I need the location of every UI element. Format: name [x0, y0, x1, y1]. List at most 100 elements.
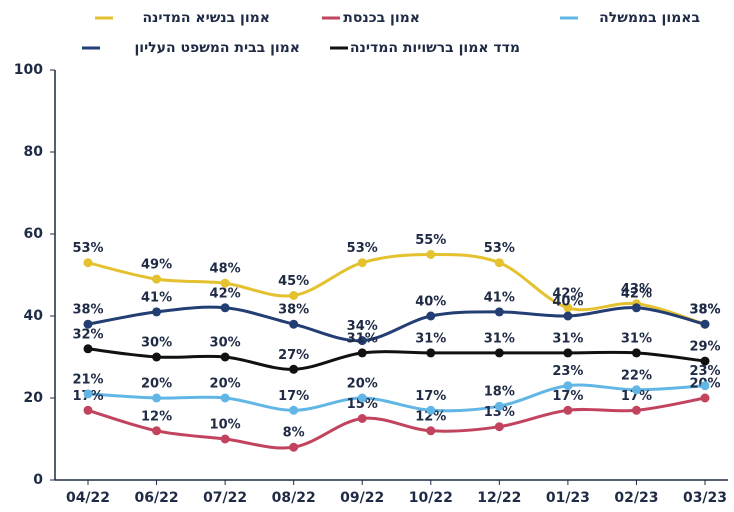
- data-label: 55%: [415, 233, 446, 248]
- data-point: [563, 303, 573, 313]
- data-point: [83, 344, 93, 354]
- data-label: 53%: [484, 241, 515, 256]
- data-point: [220, 352, 230, 362]
- data-point: [152, 274, 162, 284]
- y-tick-label: 80: [24, 144, 44, 160]
- data-point: [563, 311, 573, 321]
- series-line: [87, 305, 706, 343]
- data-point: [563, 405, 573, 415]
- data-label: 53%: [347, 241, 378, 256]
- data-point: [631, 348, 641, 358]
- data-point: [357, 393, 367, 403]
- data-label: 38%: [689, 303, 720, 318]
- x-tick-label: 10/22: [409, 490, 453, 506]
- data-point: [83, 319, 93, 329]
- data-label: 20%: [210, 377, 241, 392]
- data-point: [289, 442, 299, 452]
- series-line: [87, 252, 706, 326]
- data-label: 48%: [210, 262, 241, 277]
- data-point: [700, 381, 710, 391]
- data-label: 17%: [552, 389, 583, 404]
- series-line: [87, 396, 706, 450]
- data-label: 41%: [141, 290, 172, 305]
- data-point: [426, 311, 436, 321]
- data-point: [700, 319, 710, 329]
- data-label: 18%: [484, 385, 515, 400]
- data-point: [357, 348, 367, 358]
- x-tick-label: 01/23: [546, 490, 590, 506]
- data-point: [494, 422, 504, 432]
- data-point: [494, 348, 504, 358]
- data-label: 34%: [347, 319, 378, 334]
- x-tick-label: 04/22: [66, 490, 110, 506]
- data-label: 32%: [72, 327, 103, 342]
- data-point: [152, 393, 162, 403]
- x-tick-label: 07/22: [203, 490, 247, 506]
- data-label: 23%: [552, 364, 583, 379]
- data-label: 23%: [689, 364, 720, 379]
- data-point: [152, 426, 162, 436]
- data-label: 10%: [210, 418, 241, 433]
- data-label: 41%: [484, 290, 515, 305]
- legend-label: אמון בבית המשפט העליון: [134, 40, 300, 56]
- data-point: [220, 393, 230, 403]
- data-point: [83, 258, 93, 268]
- data-point: [289, 319, 299, 329]
- data-point: [83, 405, 93, 415]
- data-label: 31%: [552, 331, 583, 346]
- data-label: 20%: [141, 377, 172, 392]
- data-point: [631, 405, 641, 415]
- x-tick-label: 02/23: [614, 490, 658, 506]
- data-label: 22%: [621, 368, 652, 383]
- data-point: [700, 393, 710, 403]
- data-point: [357, 336, 367, 346]
- data-point: [289, 291, 299, 300]
- data-label: 17%: [415, 389, 446, 404]
- data-point: [494, 401, 504, 411]
- data-point: [494, 307, 504, 317]
- y-tick-label: 100: [14, 62, 43, 78]
- data-point: [152, 307, 162, 317]
- data-point: [631, 385, 641, 395]
- data-point: [357, 414, 367, 423]
- data-label: 31%: [484, 331, 515, 346]
- data-label: 20%: [347, 377, 378, 392]
- data-point: [357, 258, 367, 268]
- data-point: [494, 258, 504, 268]
- data-point: [426, 250, 436, 259]
- data-label: 42%: [621, 286, 652, 301]
- y-tick-label: 40: [24, 308, 44, 324]
- data-label: 13%: [484, 405, 515, 420]
- series-line: [87, 383, 706, 413]
- series-line: [87, 347, 706, 371]
- data-label: 17%: [621, 389, 652, 404]
- data-label: 31%: [621, 331, 652, 346]
- data-label: 53%: [72, 241, 103, 256]
- data-label: 42%: [210, 286, 241, 301]
- data-point: [289, 405, 299, 415]
- data-point: [563, 381, 573, 391]
- data-label: 30%: [210, 336, 241, 351]
- data-point: [152, 352, 162, 362]
- x-tick-label: 03/23: [683, 490, 727, 506]
- data-point: [220, 278, 230, 288]
- legend-label: אמון בכנסת: [343, 10, 420, 26]
- legend-label: מדד אמון ברשויות המדינה: [350, 40, 520, 56]
- data-label: 40%: [552, 295, 583, 310]
- data-label: 17%: [278, 389, 309, 404]
- data-label: 12%: [141, 409, 172, 424]
- data-label: 15%: [347, 397, 378, 412]
- data-label: 38%: [278, 303, 309, 318]
- data-point: [289, 364, 299, 374]
- data-label: 42%: [552, 286, 583, 301]
- x-tick-label: 06/22: [135, 490, 179, 506]
- data-label: 12%: [415, 409, 446, 424]
- data-label: 27%: [278, 348, 309, 363]
- data-label: 31%: [415, 331, 446, 346]
- data-point: [631, 303, 641, 313]
- data-point: [220, 303, 230, 313]
- x-tick-label: 12/22: [477, 490, 521, 506]
- y-tick-label: 20: [24, 390, 44, 406]
- data-point: [426, 405, 436, 415]
- x-tick-label: 08/22: [272, 490, 316, 506]
